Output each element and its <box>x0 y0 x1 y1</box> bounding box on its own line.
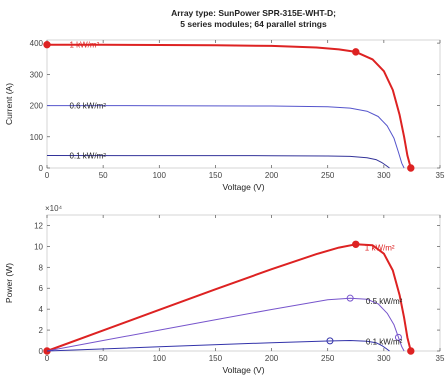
y-tick-label: 6 <box>39 284 44 293</box>
pv-curve-chart: 0 50 100 150 200 250 300 35024681012×10⁴Voltage… <box>4 204 445 375</box>
series-marker <box>43 40 51 49</box>
series-line <box>46 340 390 352</box>
x-tick-label: 0 <box>45 171 50 180</box>
y-axis-label: Current (A) <box>4 83 14 125</box>
y-tick-label: 10 <box>34 242 43 251</box>
plot-area <box>46 39 441 169</box>
series-annotation: 0.6 kW/m² <box>69 102 106 111</box>
y-multiplier-label: ×10⁴ <box>45 204 63 213</box>
series-annotation: 0.1 kW/m² <box>69 152 106 161</box>
y-tick-label: 8 <box>39 263 44 272</box>
x-tick-label: 300 <box>377 171 391 180</box>
series-line <box>46 155 390 169</box>
x-axis-label: Voltage (V) <box>222 182 264 192</box>
series-marker <box>352 240 360 248</box>
y-tick-label: 400 <box>30 39 44 48</box>
plot-area <box>46 214 441 352</box>
y-tick-label: 0 <box>39 164 44 173</box>
series-annotation: 0.5 kW/m² <box>366 297 403 306</box>
x-tick-label: 35 <box>436 354 445 363</box>
series-line <box>46 297 405 352</box>
y-tick-label: 0 <box>39 347 44 356</box>
series-marker <box>407 347 415 355</box>
x-tick-label: 0 <box>45 354 50 363</box>
y-tick-label: 200 <box>30 102 44 111</box>
x-tick-label: 50 <box>99 171 108 180</box>
series-line <box>46 105 405 169</box>
x-tick-label: 250 <box>321 171 335 180</box>
series-marker <box>407 164 415 172</box>
y-tick-label: 4 <box>39 305 44 314</box>
y-tick-label: 100 <box>30 133 44 142</box>
iv-curve-chart: Array type: SunPower SPR-315E-WHT-D;5 se… <box>4 8 445 192</box>
series-annotation: 1 kW/m² <box>365 243 395 252</box>
series-annotation: 1 kW/m² <box>69 41 99 50</box>
x-tick-label: 200 <box>265 354 279 363</box>
series-marker <box>352 48 360 56</box>
x-tick-label: 300 <box>377 354 391 363</box>
y-tick-label: 2 <box>39 326 44 335</box>
series-marker <box>326 337 334 345</box>
x-tick-label: 35 <box>436 171 445 180</box>
x-tick-label: 150 <box>209 354 223 363</box>
series-marker <box>394 333 402 341</box>
y-tick-label: 12 <box>34 221 43 230</box>
x-tick-label: 200 <box>265 171 279 180</box>
x-tick-label: 250 <box>321 354 335 363</box>
series-annotation: 0.1 kW/m² <box>366 338 403 347</box>
chart-title-line: Array type: SunPower SPR-315E-WHT-D; <box>171 8 336 18</box>
x-tick-label: 100 <box>153 171 167 180</box>
x-tick-label: 100 <box>153 354 167 363</box>
y-tick-label: 300 <box>30 70 44 79</box>
x-axis-label: Voltage (V) <box>222 365 264 375</box>
chart-title-line: 5 series modules; 64 parallel strings <box>180 19 327 29</box>
y-axis-label: Power (W) <box>4 263 14 303</box>
x-tick-label: 50 <box>99 354 108 363</box>
x-tick-label: 150 <box>209 171 223 180</box>
series-marker <box>346 294 354 302</box>
